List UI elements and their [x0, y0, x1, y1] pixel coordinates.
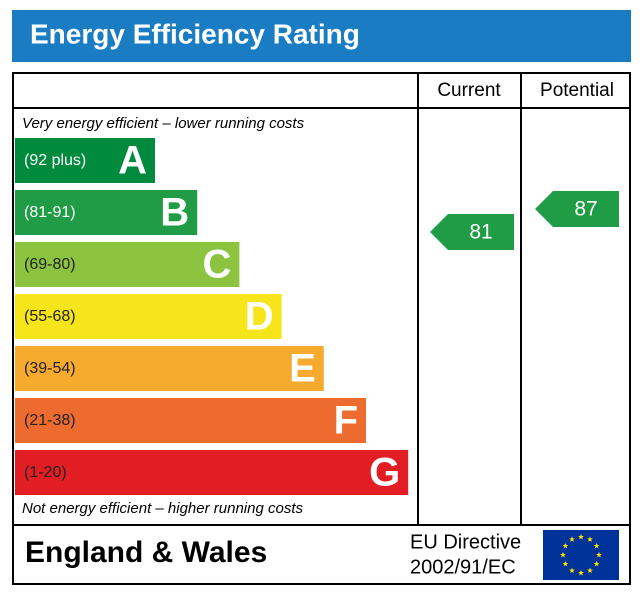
- band-letter: D: [245, 295, 274, 339]
- top-note: Very energy efficient – lower running co…: [22, 115, 305, 132]
- band-letter: F: [334, 399, 358, 443]
- band: [15, 138, 155, 183]
- title-bar: [12, 10, 631, 62]
- band-letter: G: [369, 451, 400, 495]
- band-range: (21-38): [24, 412, 76, 429]
- region: England & Wales: [25, 536, 267, 569]
- band-range: (55-68): [24, 308, 76, 325]
- star: [578, 534, 584, 540]
- star: [562, 561, 569, 567]
- band-range: (1-20): [24, 464, 67, 481]
- potential-rating: 87: [574, 198, 597, 221]
- band-range: (39-54): [24, 360, 76, 377]
- column-header: Potential: [540, 80, 614, 101]
- band-range: (81-91): [24, 204, 76, 221]
- star: [593, 543, 600, 549]
- bottom-note: Not energy efficient – higher running co…: [22, 500, 303, 517]
- band-letter: B: [160, 191, 189, 235]
- column-header: Current: [437, 80, 501, 101]
- band-range: (92 plus): [24, 152, 86, 169]
- band: [15, 294, 282, 339]
- band: [15, 398, 366, 443]
- star: [569, 536, 575, 542]
- star: [596, 552, 602, 558]
- band-letter: E: [289, 347, 316, 391]
- title: Energy Efficiency Rating: [30, 18, 360, 49]
- star: [569, 567, 575, 573]
- directive: 2002/91/EC: [410, 556, 516, 578]
- frame: [12, 72, 631, 585]
- band: [15, 190, 198, 235]
- eu-stars: [560, 534, 602, 576]
- directive: EU Directive: [410, 531, 521, 553]
- band-letter: A: [118, 139, 147, 183]
- band: [15, 242, 240, 287]
- potential-arrow: [535, 191, 619, 227]
- band-range: (69-80): [24, 256, 76, 273]
- star: [562, 543, 569, 549]
- band: [15, 450, 409, 495]
- star: [578, 570, 584, 576]
- star: [593, 561, 600, 567]
- band: [15, 346, 324, 391]
- current-rating: 81: [469, 221, 492, 244]
- star: [587, 536, 593, 542]
- current-arrow: [430, 214, 514, 250]
- star: [560, 552, 566, 558]
- band-letter: C: [203, 243, 232, 287]
- star: [587, 567, 593, 573]
